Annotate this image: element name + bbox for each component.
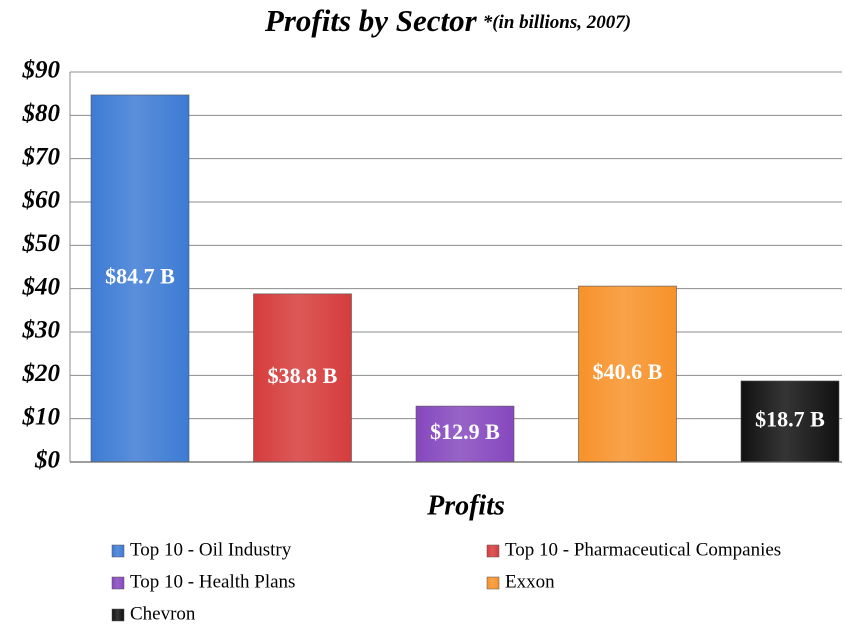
y-tick-label: $50 <box>22 230 61 257</box>
value-label: $84.7 B <box>105 264 175 289</box>
y-tick-label: $10 <box>22 403 61 430</box>
legend-label: Exxon <box>505 571 555 592</box>
chart-subtitle: *(in billions, 2007) <box>483 12 631 33</box>
value-label: $40.6 B <box>593 359 663 384</box>
value-label: $18.7 B <box>755 407 825 432</box>
bar <box>415 405 515 463</box>
legend-swatch <box>486 544 500 558</box>
y-tick-label: $90 <box>22 57 61 84</box>
y-tick-label: $80 <box>22 100 61 127</box>
y-tick-label: $70 <box>22 143 61 170</box>
x-category-label: Profits <box>426 490 505 521</box>
y-tick-label: $0 <box>34 447 61 474</box>
y-tick-label: $60 <box>22 187 61 214</box>
legend-swatch <box>111 576 125 590</box>
legend-label: Top 10 - Pharmaceutical Companies <box>505 539 781 560</box>
bar <box>578 285 677 463</box>
bar <box>740 380 840 463</box>
legend-label: Top 10 - Health Plans <box>130 571 295 592</box>
y-tick-label: $30 <box>22 317 61 344</box>
bar <box>90 94 190 463</box>
legend-swatch <box>486 576 500 590</box>
legend-swatch <box>111 544 125 558</box>
chart-title-group: Profits by Sector *(in billions, 2007) <box>264 3 631 38</box>
legend-label: Top 10 - Oil Industry <box>130 539 292 560</box>
chart-title: Profits by Sector <box>264 3 478 38</box>
value-label: $12.9 B <box>430 419 500 444</box>
legend-label: Chevron <box>130 603 196 624</box>
bar <box>253 293 352 463</box>
y-tick-label: $20 <box>22 360 61 387</box>
legend-swatch <box>111 608 125 622</box>
y-tick-label: $40 <box>22 273 61 300</box>
value-label: $38.8 B <box>268 363 338 388</box>
